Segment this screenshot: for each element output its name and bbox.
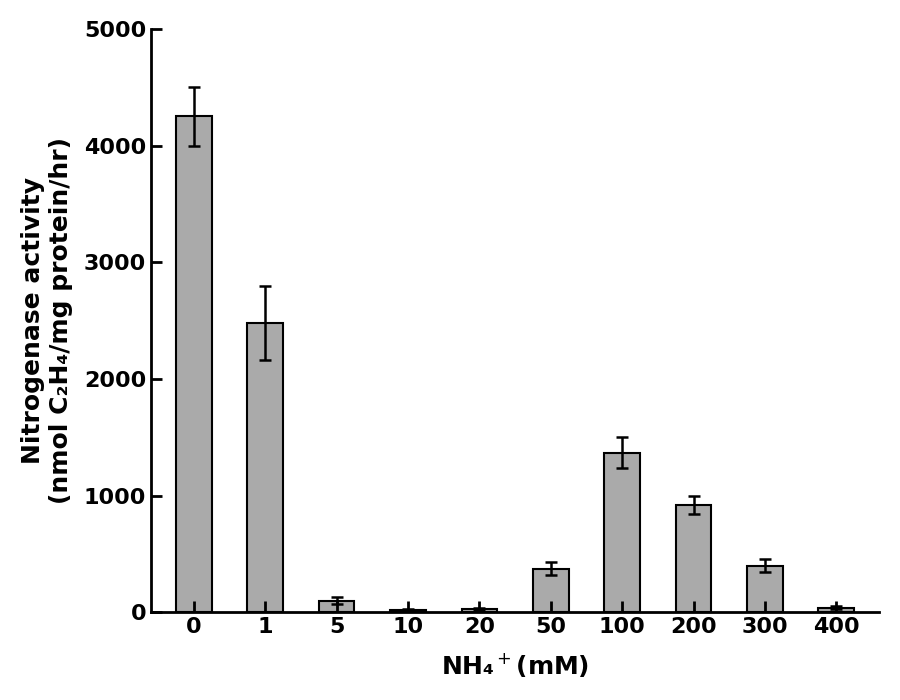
Bar xyxy=(818,608,854,612)
Bar xyxy=(248,323,284,612)
Bar xyxy=(319,601,355,612)
Bar xyxy=(533,568,569,612)
Bar xyxy=(747,566,783,612)
X-axis label: NH₄$^+$(mM): NH₄$^+$(mM) xyxy=(441,651,590,679)
Bar xyxy=(676,505,711,612)
Bar xyxy=(604,452,640,612)
Bar xyxy=(390,610,426,612)
Y-axis label: Nitrogenase activity
(nmol C₂H₄/mg protein/hr): Nitrogenase activity (nmol C₂H₄/mg prote… xyxy=(21,137,73,504)
Bar xyxy=(176,116,212,612)
Bar xyxy=(462,609,497,612)
